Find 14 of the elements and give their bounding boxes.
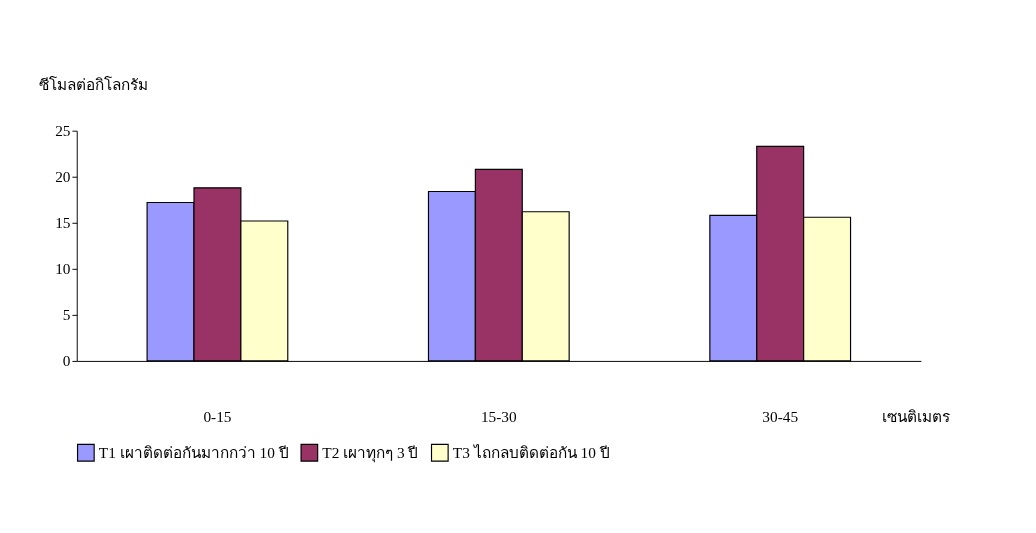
- legend-label: T1 เผาติดต่อกันมากกว่า 10 ปี: [98, 443, 289, 461]
- legend-label: T3 ไถกลบติดต่อกัน 10 ปี: [452, 443, 610, 461]
- y-tick-label: 5: [62, 306, 71, 324]
- y-tick-label: 20: [55, 168, 71, 186]
- y-axis-title: ซีโมลต่อกิโลกรัม: [38, 75, 148, 93]
- y-tick-label: 15: [55, 214, 71, 232]
- y-tick-label: 10: [55, 260, 71, 278]
- x-tick-label: 15-30: [480, 407, 518, 425]
- x-axis-title: เซนติเมตร: [882, 407, 951, 425]
- x-tick-label: 0-15: [203, 407, 232, 425]
- y-tick-label: 0: [62, 352, 71, 370]
- legend-label: T2 เผาทุกๆ 3 ปี: [322, 443, 419, 463]
- y-tick-label: 25: [55, 121, 71, 139]
- x-tick-label: 30-45: [762, 407, 799, 425]
